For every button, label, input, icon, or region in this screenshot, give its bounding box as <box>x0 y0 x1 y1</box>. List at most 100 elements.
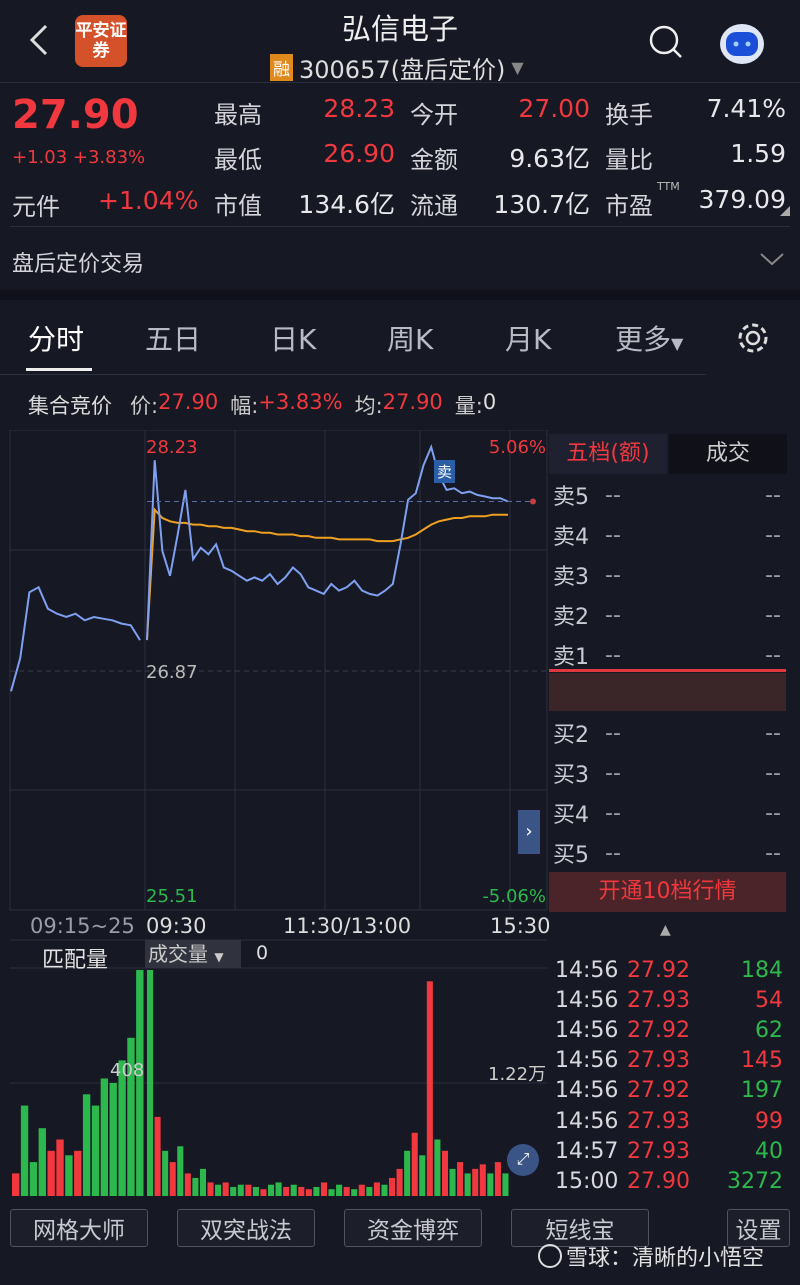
bottom-button-3[interactable]: 短线宝 <box>511 1209 649 1247</box>
volume-bar <box>313 1186 320 1196</box>
sell-marker[interactable]: 卖 <box>434 460 456 483</box>
level-label: 卖3 <box>553 565 589 590</box>
x-label-open: 09:30 <box>146 914 207 938</box>
stat-value: 7.41% <box>706 94 786 123</box>
volume-bar <box>230 1186 237 1196</box>
stat-value: 26.90 <box>323 139 395 168</box>
stock-code: 300657(盘后定价) <box>299 56 506 84</box>
bottom-button-2[interactable]: 资金博弈 <box>344 1209 482 1247</box>
robot-assistant-button[interactable] <box>716 18 768 70</box>
level-price: -- <box>605 562 621 588</box>
trade-row: 14:57 27.93 40 <box>555 1136 783 1166</box>
volume-bar <box>237 1184 244 1196</box>
search-button[interactable] <box>648 24 684 64</box>
volume-bar <box>366 1186 373 1196</box>
tab-3[interactable]: 周K <box>387 318 433 358</box>
level-price: -- <box>605 800 621 826</box>
amp-label: 幅: <box>230 394 259 418</box>
level-label: 买3 <box>553 763 589 788</box>
bottom-button-4[interactable]: 设置 <box>727 1209 790 1247</box>
tab-0[interactable]: 分时 <box>28 318 84 358</box>
volume-bar <box>449 1168 456 1196</box>
tab-2[interactable]: 日K <box>270 318 316 358</box>
match-volume-label: 匹配量 <box>42 948 109 973</box>
stock-code-selector[interactable]: 融 300657(盘后定价) ▼ <box>270 50 524 85</box>
watermark-text: 雪球：清晰的小悟空 <box>566 1246 765 1271</box>
trade-time: 14:56 <box>555 1017 619 1043</box>
dropdown-triangle-icon: ▼ <box>214 950 224 964</box>
bottom-button-0[interactable]: 网格大师 <box>10 1209 148 1247</box>
level-label: 卖2 <box>553 605 589 630</box>
robot-assistant-icon <box>720 24 764 64</box>
orderbook-tab-trades[interactable]: 成交 <box>669 434 787 474</box>
intraday-chart[interactable] <box>0 430 550 1200</box>
y-label-mid: 26.87 <box>146 662 198 683</box>
trade-price: 27.90 <box>627 1168 690 1194</box>
tab-label: 月K <box>505 323 552 356</box>
volume-bar <box>404 1150 411 1196</box>
volume-bar <box>305 1189 312 1196</box>
volume-bar <box>283 1186 290 1196</box>
auction-volume-bar <box>38 1128 46 1196</box>
bid1-highlight <box>549 673 786 711</box>
back-button[interactable] <box>24 20 54 60</box>
orderbook-row: 买4 -- -- <box>553 795 781 831</box>
volume-bar <box>351 1189 358 1196</box>
bottom-button-1[interactable]: 双突战法 <box>177 1209 315 1247</box>
level-volume: -- <box>765 562 781 588</box>
expand-corner-icon[interactable] <box>780 206 790 216</box>
trade-row: 14:56 27.92 184 <box>555 955 783 985</box>
vol-mid-right: 1.22万 <box>488 1064 547 1085</box>
auction-volume-bar <box>74 1150 82 1196</box>
info-title: 集合竞价 <box>28 394 112 418</box>
scroll-up-icon[interactable]: ▲ <box>660 922 671 938</box>
settings-gear-icon[interactable] <box>736 321 770 355</box>
stat-label: 最高 <box>214 101 262 129</box>
volume-bar <box>358 1184 365 1196</box>
ask-bid-divider <box>549 669 786 672</box>
orderbook-tab-five[interactable]: 五档(额) <box>549 434 667 474</box>
tab-4[interactable]: 月K <box>505 318 551 358</box>
trade-price: 27.93 <box>627 1048 690 1074</box>
trade-volume: 184 <box>741 957 783 983</box>
chevron-down-icon[interactable] <box>758 250 786 268</box>
level-volume: -- <box>765 522 781 548</box>
orderbook-row: 买3 -- -- <box>553 755 781 791</box>
tab-1[interactable]: 五日 <box>145 318 201 358</box>
orderbook-row: 买2 -- -- <box>553 715 781 751</box>
watermark: 雪球：清晰的小悟空 <box>538 1240 764 1272</box>
price-label: 价: <box>130 394 159 418</box>
orderbook-row: 卖3 -- -- <box>553 557 781 593</box>
trade-row: 15:00 27.90 3272 <box>555 1166 783 1196</box>
after-hours-label[interactable]: 盘后定价交易 <box>12 252 145 277</box>
info-vol: 0 <box>482 390 497 414</box>
upgrade-orderbook-button[interactable]: 开通10档行情 <box>549 872 786 912</box>
volume-bar <box>252 1186 259 1196</box>
level-price: -- <box>605 482 621 508</box>
expand-orderbook-button[interactable]: › <box>518 810 540 854</box>
info-bar: 集合竞价 价: 27.90 幅: +3.83% 均: 27.90 量: 0 <box>28 390 496 420</box>
tab-label: 周K <box>387 323 434 356</box>
trade-row: 14:56 27.93 54 <box>555 985 783 1015</box>
ttm-label: TTM <box>657 180 680 193</box>
volume-bar <box>464 1173 471 1196</box>
y-pct-bottom: -5.06% <box>482 886 546 907</box>
trade-time: 14:56 <box>555 957 619 983</box>
volume-indicator-dropdown[interactable]: 成交量 ▼ <box>145 940 241 968</box>
fullscreen-button[interactable]: ⤢ <box>507 1144 539 1176</box>
volume-bar <box>411 1132 418 1196</box>
level-volume: -- <box>765 840 781 866</box>
trade-price: 27.93 <box>627 1138 690 1164</box>
trade-price: 27.92 <box>627 1017 690 1043</box>
dropdown-triangle-icon: ▼ <box>671 334 684 353</box>
auction-volume-bar <box>65 1155 73 1196</box>
tab-5[interactable]: 更多▼ <box>615 318 683 358</box>
trade-time: 14:57 <box>555 1138 619 1164</box>
auction-volume-bar <box>109 1083 117 1196</box>
trade-volume: 197 <box>741 1078 783 1104</box>
volume-bar <box>389 1177 396 1196</box>
orderbook-row: 卖1 -- -- <box>553 637 781 673</box>
vol-mid-left: 408 <box>110 1060 145 1081</box>
auction-volume-bar <box>127 1037 135 1196</box>
x-label-close: 15:30 <box>490 914 551 938</box>
